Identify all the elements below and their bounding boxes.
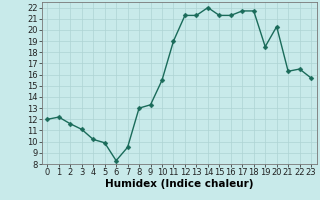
X-axis label: Humidex (Indice chaleur): Humidex (Indice chaleur)	[105, 179, 253, 189]
